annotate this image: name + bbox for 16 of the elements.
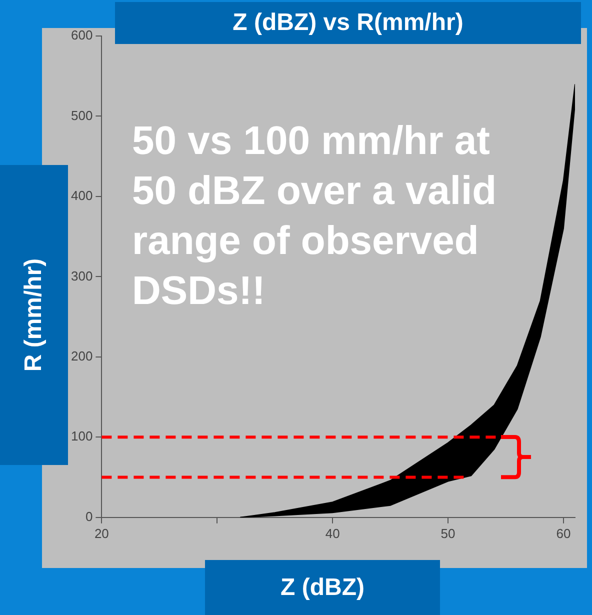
y-tick-label: 0 <box>85 508 93 524</box>
annotation: 50 vs 100 mm/hr at 50 dBZ over a valid range of observed DSDs!! <box>132 118 498 315</box>
x-tick-label: 60 <box>556 526 571 541</box>
x-tick-label: 50 <box>440 526 456 541</box>
y-tick-label: 200 <box>70 348 93 364</box>
y-tick-label: 300 <box>70 268 93 284</box>
label-banner: Z (dBZ) <box>205 560 440 615</box>
label-banner: R (mm/hr) <box>0 165 68 465</box>
y-axis-title: R (mm/hr) <box>20 258 48 372</box>
y-tick-label: 600 <box>70 28 93 43</box>
y-tick-label: 400 <box>70 188 93 204</box>
x-tick-label: 40 <box>325 526 340 541</box>
title-banner: Z (dBZ) vs R(mm/hr) <box>115 2 581 44</box>
x-tick-label: 20 <box>94 526 109 541</box>
y-tick-label: 100 <box>70 428 93 444</box>
y-tick-label: 500 <box>70 108 93 123</box>
